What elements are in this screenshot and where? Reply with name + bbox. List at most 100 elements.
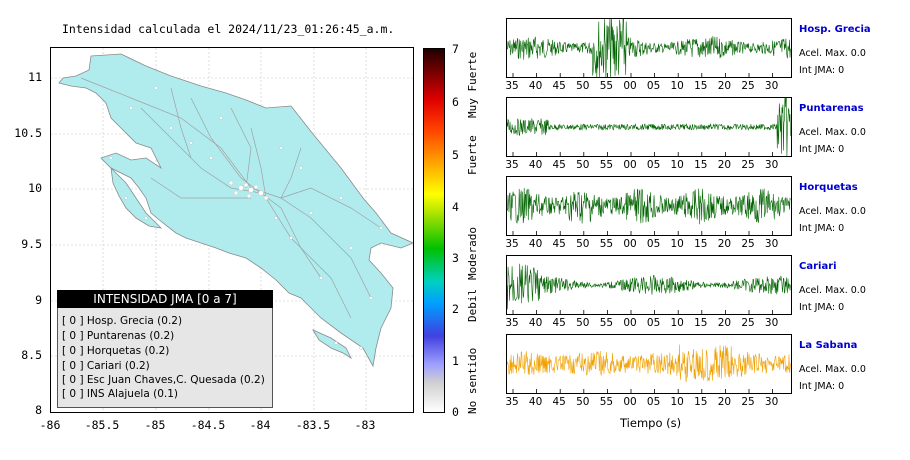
nicoya-peninsula: [110, 166, 163, 229]
waveform-x-tick: 25: [741, 396, 755, 408]
colorbar-tick: 3: [452, 251, 459, 265]
colorbar-tick: 7: [452, 42, 459, 56]
waveform-x-tick: 15: [694, 396, 708, 408]
waveform-line: [506, 187, 791, 225]
waveform-x-label: Tiempo (s): [620, 416, 682, 430]
waveform-x-tick: 30: [764, 396, 779, 408]
waveform-x-tick: 30: [764, 238, 779, 250]
colorbar-tick: 5: [452, 148, 459, 162]
waveform-trace: [506, 95, 791, 158]
colorbar-tick: 2: [452, 302, 459, 316]
waveform-panel[interactable]: [506, 15, 792, 81]
waveform-x-tick: 55: [599, 159, 614, 171]
waveform-line: [506, 95, 791, 158]
map-y-tick: 10.5: [14, 126, 42, 140]
legend-item: [ 0 ] Cariari (0.2): [62, 360, 150, 372]
colorbar-tick: 1: [452, 354, 459, 368]
waveform-x-tick: 55: [599, 317, 614, 329]
waveform-x-tick: 40: [528, 317, 543, 329]
map-y-tick: 8.5: [21, 348, 42, 362]
map-x-tick: -84: [249, 418, 271, 432]
waveform-x-tick: 15: [694, 317, 708, 329]
waveform-trace: [506, 344, 791, 393]
waveform-x-tick: 55: [599, 396, 614, 408]
waveform-x-tick: 50: [576, 396, 590, 408]
waveform-line: [506, 15, 791, 81]
map-y-tick: 9: [35, 293, 42, 307]
waveform-x-tick: 05: [646, 238, 661, 250]
waveform-x-tick: 05: [646, 159, 661, 171]
waveform-x-tick: 40: [528, 80, 543, 92]
waveform-x-tick: 20: [717, 80, 732, 92]
waveform-x-tick: 35: [505, 238, 519, 250]
map-x-tick: -85: [144, 418, 166, 432]
colorbar-label-muy-fuerte: Muy Fuerte: [466, 51, 479, 118]
waveform-x-tick: 10: [670, 159, 684, 171]
station-int-jma: Int JMA: 0: [799, 381, 845, 392]
legend-item: [ 0 ] INS Alajuela (0.1): [62, 388, 178, 400]
waveform-x-tick: 00: [623, 396, 637, 408]
map-x-tick: -85.5: [84, 418, 120, 432]
waveform-x-tick: 45: [552, 238, 566, 250]
station-name[interactable]: Puntarenas: [799, 103, 864, 114]
legend-item: [ 0 ] Esc Juan Chaves,C. Quesada (0.2): [62, 374, 265, 386]
waveform-x-tick: 50: [576, 238, 590, 250]
colorbar-label-moderado: Moderado: [466, 227, 479, 280]
station-name[interactable]: Cariari: [799, 261, 837, 272]
waveform-x-tick: 55: [599, 80, 614, 92]
station-name[interactable]: La Sabana: [799, 340, 858, 351]
intensity-legend: [57, 290, 273, 408]
waveform-trace: [506, 263, 791, 314]
waveform-panel[interactable]: [506, 95, 792, 158]
map-y-tick: 11: [28, 70, 42, 84]
waveform-x-tick: 50: [576, 317, 590, 329]
station-name[interactable]: Horquetas: [799, 182, 858, 193]
land-shape: [58, 53, 413, 368]
station-acel-max: Acel. Max. 0.0: [799, 48, 866, 59]
waveform-x-tick: 40: [528, 238, 543, 250]
waveform-x-tick: 15: [694, 159, 708, 171]
legend-item: [ 0 ] Hosp. Grecia (0.2): [62, 315, 183, 327]
station-acel-max: Acel. Max. 0.0: [799, 285, 866, 296]
waveform-x-tick: 20: [717, 396, 732, 408]
waveform-x-tick: 35: [505, 396, 519, 408]
osa-peninsula: [312, 329, 352, 360]
intensity-colorbar: [423, 48, 445, 413]
costa-rica-map: [51, 48, 413, 412]
waveform-x-tick: 25: [741, 238, 755, 250]
station-int-jma: Int JMA: 0: [799, 144, 845, 155]
waveform-line: [506, 263, 791, 310]
station-acel-max: Acel. Max. 0.0: [799, 206, 866, 217]
colorbar-label-no-sentido: No sentido: [466, 347, 479, 414]
waveform-line: [506, 344, 791, 383]
waveform-panel[interactable]: [506, 334, 792, 394]
waveform-x-tick: 25: [741, 80, 755, 92]
waveform-x-tick: 30: [764, 80, 779, 92]
map-y-tick: 9.5: [21, 237, 42, 251]
waveform-x-tick: 40: [528, 396, 543, 408]
legend-item: [ 0 ] Horquetas (0.2): [62, 345, 170, 357]
station-int-jma: Int JMA: 0: [799, 302, 845, 313]
waveform-x-tick: 45: [552, 396, 566, 408]
waveform-x-tick: 00: [623, 238, 637, 250]
waveform-x-tick: 50: [576, 80, 590, 92]
waveform-x-tick: 25: [741, 317, 755, 329]
map-x-tick: -84.5: [190, 418, 226, 432]
waveform-x-tick: 15: [694, 80, 708, 92]
waveform-x-tick: 55: [599, 238, 614, 250]
waveform-x-tick: 05: [646, 317, 661, 329]
station-name[interactable]: Hosp. Grecia: [799, 24, 871, 35]
waveform-x-tick: 00: [623, 317, 637, 329]
colorbar-tick: 6: [452, 95, 459, 109]
waveform-trace: [506, 15, 791, 81]
map-y-tick: 10: [28, 181, 42, 195]
waveform-x-tick: 20: [717, 238, 732, 250]
waveform-trace: [506, 187, 791, 235]
waveform-x-tick: 45: [552, 80, 566, 92]
station-int-jma: Int JMA: 0: [799, 223, 845, 234]
waveform-x-tick: 45: [552, 159, 566, 171]
waveform-panel[interactable]: [506, 255, 792, 315]
waveform-x-tick: 30: [764, 159, 779, 171]
map-x-tick: -83: [354, 418, 376, 432]
waveform-panel[interactable]: [506, 176, 792, 236]
